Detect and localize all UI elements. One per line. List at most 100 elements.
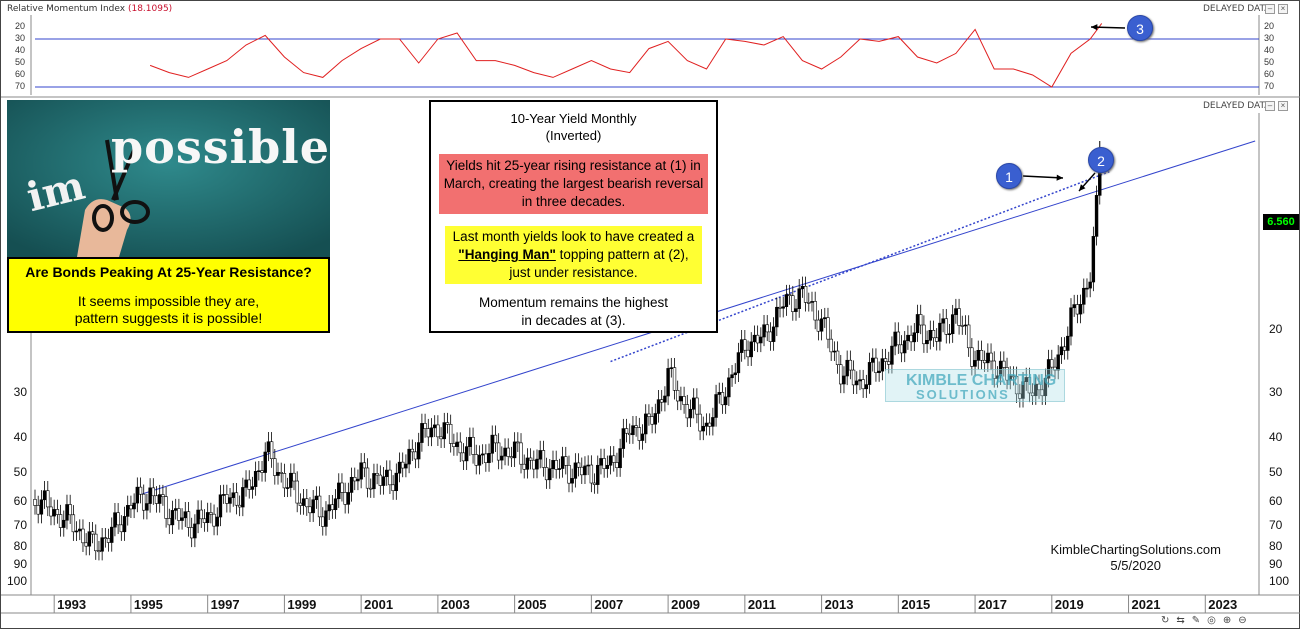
info-yellow-highlight: "Hanging Man" [458,247,556,262]
candle-body [269,441,274,459]
credit-site: KimbleChartingSolutions.com [1050,542,1221,557]
candle-body [998,360,1003,377]
info-red-text: Yields hit 25-year rising resistance at … [439,154,708,214]
momentum-series-line [149,23,1103,88]
candle-body [861,379,865,390]
yield-tick-left-3: 40 [13,430,27,445]
candle-body [423,423,427,429]
pen-icon[interactable]: ✎ [1191,615,1201,626]
momentum-title: Relative Momentum Index [7,4,126,14]
candle-body [576,462,581,468]
candle-body [122,516,127,533]
candle-body [596,464,600,485]
candle-body [429,427,434,438]
close-icon[interactable]: × [1278,4,1288,14]
split-icon[interactable]: ⇆ [1176,615,1185,626]
candle-body [1082,287,1086,305]
candle-body [221,494,226,496]
main-window-buttons[interactable]: – × [1265,101,1288,111]
candle-body [976,350,980,361]
candle-body [835,350,840,365]
yield-tick-left-2: 30 [13,385,27,400]
candle-body [810,301,814,303]
candle-body [496,442,501,461]
minimize-icon[interactable]: – [1265,4,1275,14]
candle-body [864,384,869,390]
minimize-icon[interactable]: – [1265,101,1275,111]
candle-body [314,495,319,501]
candle-body [132,502,136,510]
momentum-tick-right-0: 20 [1264,21,1275,31]
momentum-tick-left-2: 40 [14,45,25,55]
candle-body [65,504,69,521]
candle-body [567,464,571,484]
candle-body [893,331,897,347]
note-line-2: It seems impossible they are, [77,293,260,309]
candle-body [618,448,622,469]
candle-body [426,428,430,438]
candle-body [608,455,613,466]
candle-body [455,441,459,447]
yield-tick-left-4: 50 [13,465,27,480]
candle-body [42,490,47,501]
refresh-icon[interactable]: ↻ [1161,615,1170,626]
candle-body [148,487,152,504]
candle-body [791,295,795,312]
yield-tick-right-4: 50 [1269,465,1283,480]
candle-body [762,324,766,338]
candle-body [145,503,149,511]
x-tick-label-6: 2005 [517,597,547,612]
candle-body [416,442,421,460]
candle-body [803,285,808,303]
candle-body [631,425,635,436]
yield-tick-left-8: 90 [13,557,27,572]
candle-body [842,375,846,385]
candle-body [691,397,696,410]
candle-body [365,467,370,489]
impossible-image: im possible [7,100,330,257]
candle-body [90,531,95,535]
candle-body [644,413,648,435]
candle-body [944,318,948,335]
candle-body [541,450,546,468]
candle-body [573,462,578,479]
candle-body [468,436,472,447]
candle-body [87,531,92,547]
candle-body [797,288,801,309]
candle-body [1085,287,1089,290]
candle-body [1072,304,1076,309]
zoom-in-icon[interactable]: ⊕ [1222,615,1232,626]
target-icon[interactable]: ◎ [1207,615,1216,626]
candle-body [640,433,645,441]
momentum-window-buttons[interactable]: – × [1265,4,1288,14]
yield-tick-left-6: 70 [13,518,27,533]
info-title-2: (Inverted) [545,128,602,143]
candle-body [161,494,165,497]
info-plain-2: in decades at (3). [521,313,626,328]
candle-body [723,396,728,406]
candle-body [247,479,251,490]
momentum-tick-right-1: 30 [1264,33,1275,43]
candle-body [1069,307,1073,337]
bottom-toolbar[interactable]: ↻ ⇆ ✎ ◎ ⊕ ⊖ [1161,615,1247,626]
candle-body [938,322,942,342]
candle-body [800,285,805,290]
candle-body [794,308,798,312]
candle-body [52,509,56,517]
yield-tick-right-3: 40 [1269,430,1283,445]
candle-body [512,441,517,459]
candle-body [784,294,789,308]
close-icon[interactable]: × [1278,101,1288,111]
yield-tick-right-6: 70 [1269,518,1283,533]
candle-body [787,294,792,296]
candle-body [899,344,904,354]
candle-body [525,457,530,470]
candle-body [385,469,389,477]
info-plain-1: Momentum remains the highest [478,295,669,310]
zoom-out-icon[interactable]: ⊖ [1238,615,1247,626]
candle-body [970,347,974,367]
candle-body [81,528,85,544]
candle-body [289,472,293,488]
candle-body [480,453,485,456]
candle-body [580,466,584,476]
